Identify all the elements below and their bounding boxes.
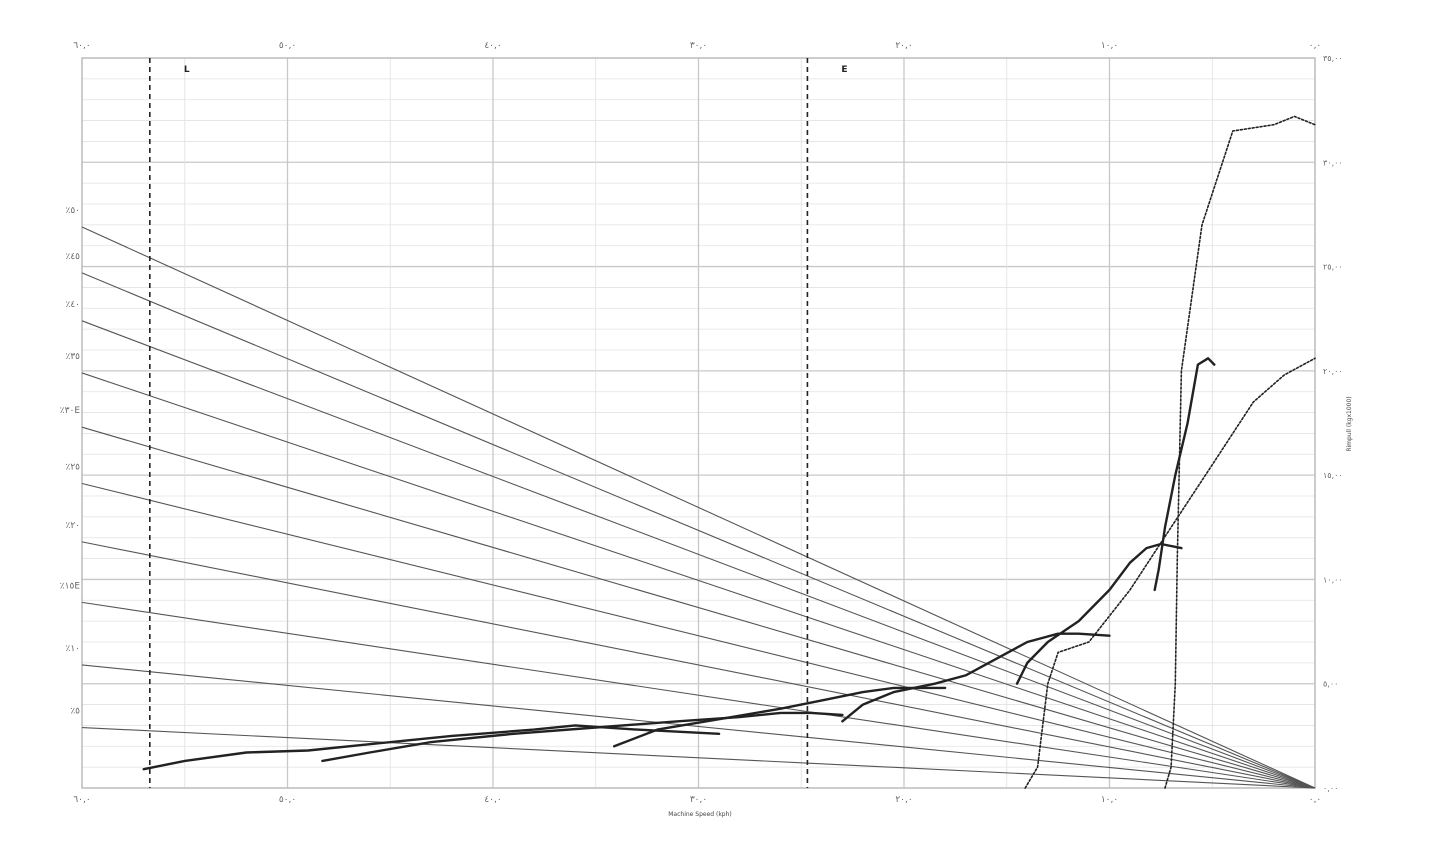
series-line [321, 711, 844, 763]
grade-label: ٪٤٠ [65, 300, 80, 310]
series-line [841, 632, 1111, 723]
grade-label: ٪٥ [70, 707, 80, 717]
x-axis-title: Machine Speed (kph) [668, 811, 732, 818]
x-tick-label-bottom: ٤٠,٠ [484, 795, 501, 805]
series-line [613, 686, 947, 748]
grade-label: ٪٣٠E [60, 406, 81, 416]
grade-line [81, 541, 1316, 789]
y-tick-label: ١٥,٠٠ [1323, 471, 1343, 480]
series-line [142, 724, 721, 771]
grade-label: ٪١٠ [65, 644, 80, 654]
series-layer [142, 115, 1316, 789]
grade-line [81, 601, 1316, 789]
x-tick-label-top: ٣٠,٠ [690, 41, 707, 51]
y-tick-label: ١٠,٠٠ [1323, 575, 1343, 584]
grade-line [81, 726, 1316, 789]
zone-marker-label: L [184, 65, 190, 75]
x-tick-label-top: ٠,٠ [1309, 41, 1322, 51]
axis-labels: ٪٥٠ ٪٤٥ ٪٤٠ ٪٣٥ ٪٣٠E ٪٢٥ ٪٢٠ ٪١٥E ٪١٠ ٪٥ ٦٠,٠ ٦٠,٠ ٥… [60, 41, 1343, 805]
x-tick-label-top: ٦٠,٠ [73, 41, 90, 51]
grade-label: ٪٤٥ [65, 252, 80, 262]
x-tick-label-bottom: ٠,٠ [1309, 795, 1322, 805]
grade-line [81, 372, 1316, 789]
y-tick-label: ٢٠,٠٠ [1323, 367, 1343, 376]
x-tick-label-top: ٤٠,٠ [484, 41, 501, 51]
grade-line [81, 664, 1316, 789]
x-tick-label-bottom: ١٠,٠ [1101, 795, 1118, 805]
grade-label: ٪٣٥ [65, 352, 80, 362]
series-line [1015, 542, 1183, 685]
y-tick-label: ٢٥,٠٠ [1323, 263, 1343, 272]
plot-frame [81, 57, 1316, 789]
grade-label: ٪١٥E [60, 581, 81, 591]
grade-line [81, 272, 1316, 789]
grid [81, 57, 1316, 789]
grade-label: ٪٥٠ [65, 206, 80, 216]
series-line-dotted [1024, 357, 1316, 789]
series-line [1153, 357, 1216, 592]
x-tick-label-bottom: ٢٠,٠ [895, 795, 912, 805]
grade-line [81, 482, 1316, 789]
x-tick-label-top: ١٠,٠ [1101, 41, 1118, 51]
y-axis-title: Rimpull (kgx1000) [1346, 396, 1353, 451]
y-tick-label: ٣٠,٠٠ [1323, 158, 1343, 167]
zone-marker-label: E [841, 65, 847, 75]
grade-line [81, 426, 1316, 789]
series-line-dotted [1164, 115, 1316, 789]
y-tick-label: ٣٥,٠٠ [1323, 54, 1343, 63]
x-tick-label-bottom: ٣٠,٠ [690, 795, 707, 805]
x-tick-label-top: ٢٠,٠ [895, 41, 912, 51]
grade-lines [81, 226, 1316, 789]
x-tick-label-bottom: ٥٠,٠ [279, 795, 296, 805]
grade-label: ٪٢٥ [65, 462, 80, 472]
grade-line [81, 320, 1316, 789]
y-tick-label: ٠,٠٠ [1323, 784, 1338, 793]
grade-line [81, 226, 1316, 789]
x-tick-label-top: ٥٠,٠ [279, 41, 296, 51]
y-tick-label: ٥,٠٠ [1323, 680, 1338, 689]
grade-label: ٪٢٠ [65, 521, 80, 531]
x-tick-label-bottom: ٦٠,٠ [73, 795, 90, 805]
